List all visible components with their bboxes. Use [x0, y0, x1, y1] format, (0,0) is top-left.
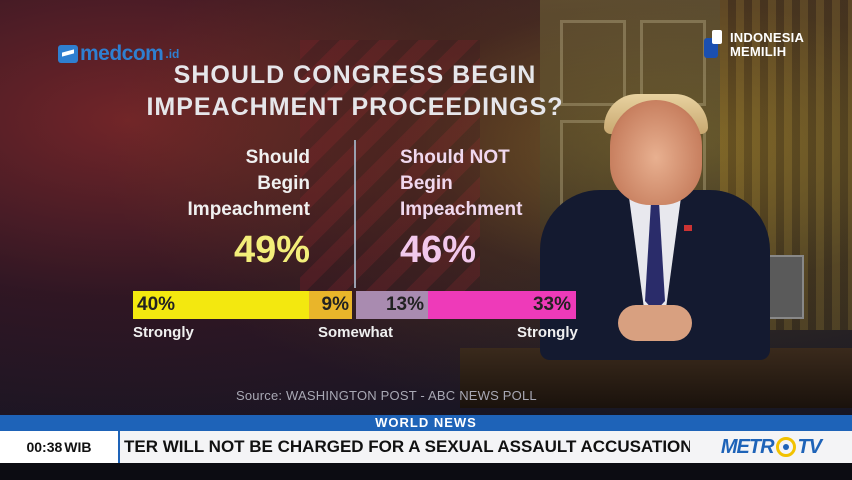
- indonesia-memilih-line2: MEMILIH: [730, 44, 787, 59]
- clock: 00:38 WIB: [0, 431, 120, 463]
- medcom-logo-suffix: .id: [165, 47, 180, 61]
- bar-label: 9%: [321, 294, 349, 315]
- right-total: 46%: [400, 229, 477, 271]
- metrotv-logo: METR TV: [690, 431, 852, 463]
- bar-should-strongly: 40%: [133, 291, 309, 319]
- section-title: WORLD NEWS: [375, 415, 477, 430]
- clock-time: 00:38: [26, 439, 63, 455]
- right-label-line3: Impeachment: [400, 199, 523, 220]
- clock-timezone: WIB: [64, 439, 92, 455]
- person-figure: [540, 90, 770, 360]
- left-label-line1: Should: [245, 147, 310, 168]
- scale-label-right: Strongly: [517, 324, 578, 341]
- bar-label: 13%: [385, 294, 424, 315]
- section-bar: WORLD NEWS: [0, 415, 852, 431]
- bottom-strip: [0, 463, 852, 480]
- bar-shouldnot-strongly: 33%: [428, 291, 576, 319]
- bar-label: 40%: [137, 294, 176, 315]
- right-group-label: Should NOT Begin Impeachment: [400, 145, 522, 223]
- medcom-logo: medcom .id: [58, 42, 179, 66]
- metrotv-eye-icon: [775, 437, 796, 457]
- background-flag: [300, 40, 480, 300]
- indonesia-memilih-logo: INDONESIA MEMILIH: [704, 30, 804, 60]
- ticker-bar: [0, 431, 852, 463]
- bar-shouldnot-somewhat: 13%: [356, 291, 428, 319]
- bar-label: 33%: [532, 294, 571, 315]
- right-label-line2: Begin: [400, 173, 453, 194]
- poll-source: Source: WASHINGTON POST - ABC NEWS POLL: [236, 388, 537, 403]
- metrotv-logo-right: TV: [797, 435, 823, 458]
- medcom-icon: [58, 45, 78, 63]
- scale-label-middle: Somewhat: [318, 324, 394, 341]
- left-label-line2: Begin: [257, 173, 310, 194]
- poll-title-line2: IMPEACHMENT PROCEEDINGS?: [146, 93, 564, 121]
- medcom-logo-text: medcom: [80, 42, 164, 65]
- left-total: 49%: [233, 229, 310, 271]
- left-label-line3: Impeachment: [187, 199, 310, 220]
- ballot-box-icon: [704, 30, 726, 60]
- divider-line: [354, 140, 356, 288]
- scale-label-left: Strongly: [133, 324, 194, 341]
- bar-should-somewhat: 9%: [309, 291, 352, 319]
- ticker-headline: TER WILL NOT BE CHARGED FOR A SEXUAL ASS…: [124, 437, 690, 456]
- right-label-line1: Should NOT: [400, 147, 510, 168]
- poll-title-line1: SHOULD CONGRESS BEGIN: [173, 61, 537, 89]
- left-group-label: Should Begin Impeachment: [188, 145, 310, 223]
- metrotv-logo-left: METR: [720, 435, 775, 458]
- indonesia-memilih-line1: INDONESIA: [730, 30, 805, 45]
